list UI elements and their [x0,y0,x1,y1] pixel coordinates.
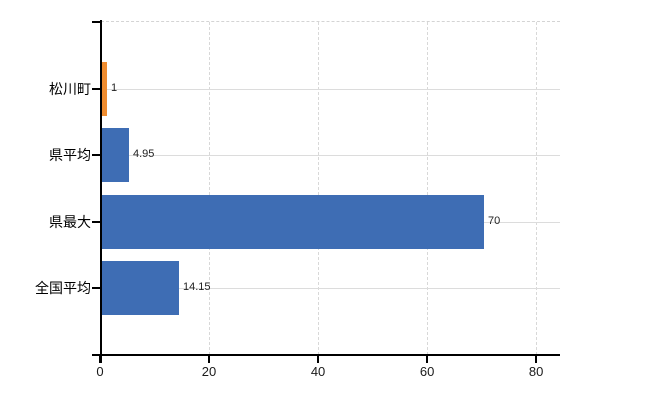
x-gridline [536,22,538,355]
y-axis-tick [92,88,101,90]
y-axis-tick [92,154,101,156]
y-axis-line [100,20,102,363]
x-axis-tick [535,356,538,363]
category-label: 松川町 [49,81,91,97]
x-axis-tick-label: 80 [528,364,544,379]
category-gridline [101,155,560,156]
x-axis-tick [208,356,211,363]
x-axis-tick-label: 20 [201,364,217,379]
bar-value-label: 70 [488,215,501,227]
x-axis-tick [317,356,320,363]
x-axis-tick [426,356,429,363]
plot-top-border [101,21,560,22]
x-axis-tick-label: 0 [96,364,104,379]
category-label: 県最大 [49,214,91,230]
bar-default [102,261,179,315]
bar-value-label: 4.95 [133,148,155,160]
category-gridline [101,288,560,289]
x-axis-tick-label: 40 [310,364,326,379]
category-label: 県平均 [49,147,91,163]
y-axis-top-tick [92,21,101,23]
category-gridline [101,89,560,90]
category-label: 全国平均 [35,280,91,296]
y-axis-tick [92,221,101,223]
x-axis-line [92,354,560,356]
bar-value-label: 14.15 [183,281,211,293]
y-axis-tick [92,287,101,289]
x-gridline [318,22,320,355]
bar-highlight [102,62,107,116]
bar-default [102,128,129,182]
bar-value-label: 1 [111,82,118,94]
x-gridline [209,22,211,355]
x-axis-tick-label: 60 [419,364,435,379]
bar-default [102,195,484,249]
x-gridline [427,22,429,355]
